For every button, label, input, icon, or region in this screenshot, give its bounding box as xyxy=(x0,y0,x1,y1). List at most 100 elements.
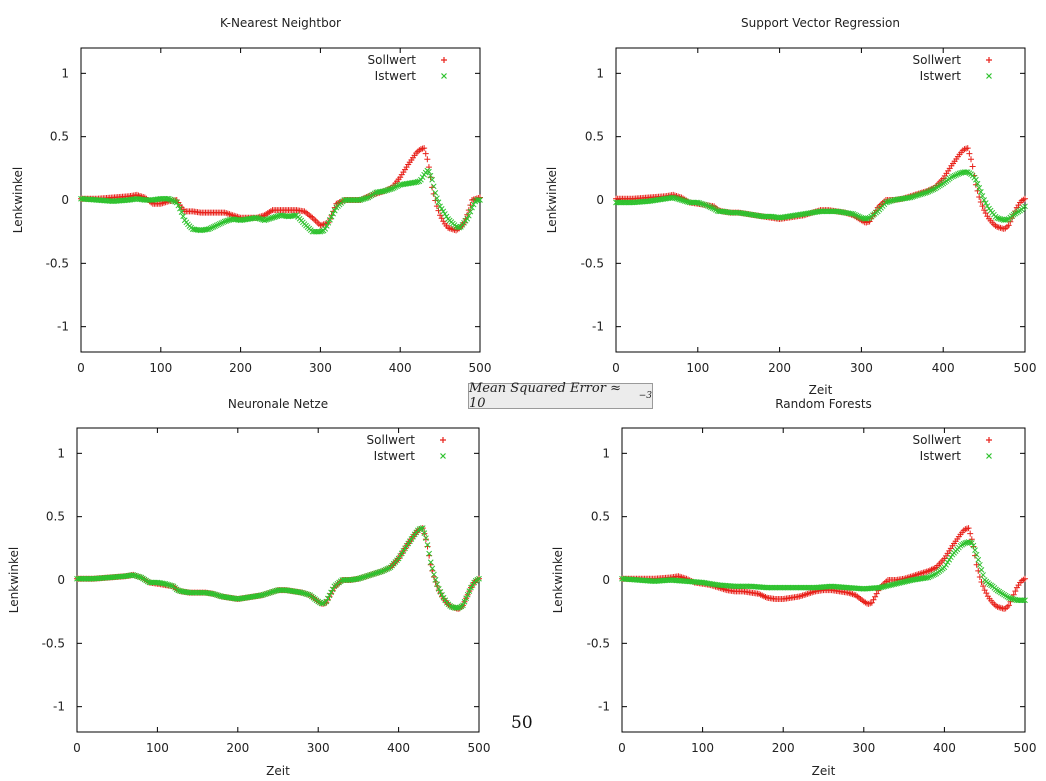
data-point-istwert xyxy=(448,603,455,610)
series-istwert xyxy=(74,525,482,611)
data-point-sollwert xyxy=(315,220,322,227)
data-point-istwert xyxy=(268,589,275,596)
data-point-istwert xyxy=(984,203,991,209)
data-point-istwert xyxy=(699,201,706,207)
data-point-istwert xyxy=(319,228,325,235)
x-tick-label: 400 xyxy=(933,741,956,755)
legend-label: Sollwert xyxy=(913,53,962,67)
data-point-istwert xyxy=(177,205,183,212)
data-point-istwert xyxy=(426,550,433,557)
data-point-istwert xyxy=(698,200,704,207)
data-point-istwert xyxy=(170,198,177,204)
data-point-istwert xyxy=(362,195,368,202)
data-point-istwert xyxy=(944,559,951,566)
data-point-istwert xyxy=(164,581,170,588)
data-point-istwert xyxy=(1022,203,1028,210)
data-point-istwert xyxy=(960,540,967,547)
data-point-istwert xyxy=(930,186,937,193)
data-point-sollwert xyxy=(966,150,973,157)
data-point-istwert xyxy=(326,592,333,599)
data-point-istwert xyxy=(461,598,468,605)
data-point-istwert xyxy=(300,590,307,597)
x-tick-label: 100 xyxy=(146,741,169,755)
data-point-istwert xyxy=(398,550,405,557)
data-point-istwert xyxy=(331,207,338,214)
data-point-istwert xyxy=(887,198,894,204)
data-point-istwert xyxy=(963,169,969,175)
data-point-istwert xyxy=(365,572,371,579)
data-point-istwert xyxy=(976,184,983,191)
data-point-istwert xyxy=(973,551,980,558)
series-istwert xyxy=(619,539,1028,604)
data-point-istwert xyxy=(392,184,399,190)
data-point-istwert xyxy=(437,203,443,210)
data-point-istwert xyxy=(261,217,268,224)
data-point-istwert xyxy=(431,571,437,578)
data-point-istwert xyxy=(381,188,388,194)
data-point-sollwert xyxy=(1007,218,1014,225)
data-point-istwert xyxy=(426,168,432,175)
data-point-istwert xyxy=(438,206,445,212)
data-point-istwert xyxy=(982,200,989,206)
data-point-istwert xyxy=(975,556,982,563)
data-point-sollwert xyxy=(978,579,985,586)
data-point-istwert xyxy=(909,194,915,200)
data-point-istwert xyxy=(205,226,212,232)
data-point-istwert xyxy=(395,555,402,562)
data-point-sollwert xyxy=(965,525,972,532)
data-point-istwert xyxy=(256,215,263,222)
data-point-sollwert xyxy=(968,156,975,163)
y-tick-label: 1 xyxy=(602,446,610,460)
data-point-istwert xyxy=(946,556,953,563)
data-point-istwert xyxy=(216,220,223,227)
data-point-sollwert xyxy=(1022,195,1028,202)
x-tick-label: 200 xyxy=(226,741,249,755)
data-point-istwert xyxy=(394,183,400,190)
data-point-istwert xyxy=(925,188,932,195)
data-point-istwert xyxy=(709,205,716,211)
data-point-istwert xyxy=(386,186,392,193)
data-point-istwert xyxy=(264,216,271,223)
data-point-sollwert xyxy=(967,530,974,537)
data-point-istwert xyxy=(165,195,172,202)
data-point-istwert xyxy=(132,572,138,579)
mse-exponent: −3 xyxy=(638,391,652,401)
data-point-istwert xyxy=(255,215,262,222)
data-point-istwert xyxy=(704,202,711,209)
data-point-istwert xyxy=(465,212,472,219)
data-point-istwert xyxy=(175,587,182,594)
chart-title: Random Forests xyxy=(775,397,872,411)
data-point-istwert xyxy=(402,545,408,552)
data-point-sollwert xyxy=(868,599,875,606)
data-point-istwert xyxy=(305,591,312,598)
data-point-istwert xyxy=(675,196,682,202)
y-tick-label: 0.5 xyxy=(585,130,604,144)
data-point-istwert xyxy=(856,214,863,220)
data-point-istwert xyxy=(464,591,471,598)
chart-panel-2: 0 100 200 300 400 500 1 0.5 0 -0.5 -1 Support Vecto… xyxy=(545,16,1036,397)
data-point-istwert xyxy=(416,526,423,532)
series-sollwert xyxy=(78,145,483,234)
data-point-istwert xyxy=(330,210,337,217)
x-tick-label: 0 xyxy=(73,741,81,755)
data-point-istwert xyxy=(209,224,215,231)
data-point-istwert xyxy=(855,213,861,220)
data-point-istwert xyxy=(215,592,222,599)
x-tick-label: 300 xyxy=(850,361,873,375)
data-point-istwert xyxy=(384,565,391,572)
x-axis-label: Zeit xyxy=(812,764,836,778)
data-point-istwert xyxy=(263,216,269,223)
mse-annotation: Mean Squared Error ≈ 10 −3 xyxy=(468,381,653,411)
data-point-sollwert xyxy=(964,145,971,152)
data-point-istwert xyxy=(678,197,685,203)
data-point-istwert xyxy=(270,588,277,595)
data-point-istwert xyxy=(953,172,960,178)
data-point-istwert xyxy=(226,217,233,223)
x-tick-label: 0 xyxy=(618,741,626,755)
data-point-istwert xyxy=(268,215,274,222)
data-point-istwert xyxy=(928,573,935,579)
data-point-istwert xyxy=(389,185,396,192)
data-point-istwert xyxy=(1004,216,1010,223)
data-point-istwert xyxy=(263,590,270,597)
data-point-istwert xyxy=(973,176,979,183)
